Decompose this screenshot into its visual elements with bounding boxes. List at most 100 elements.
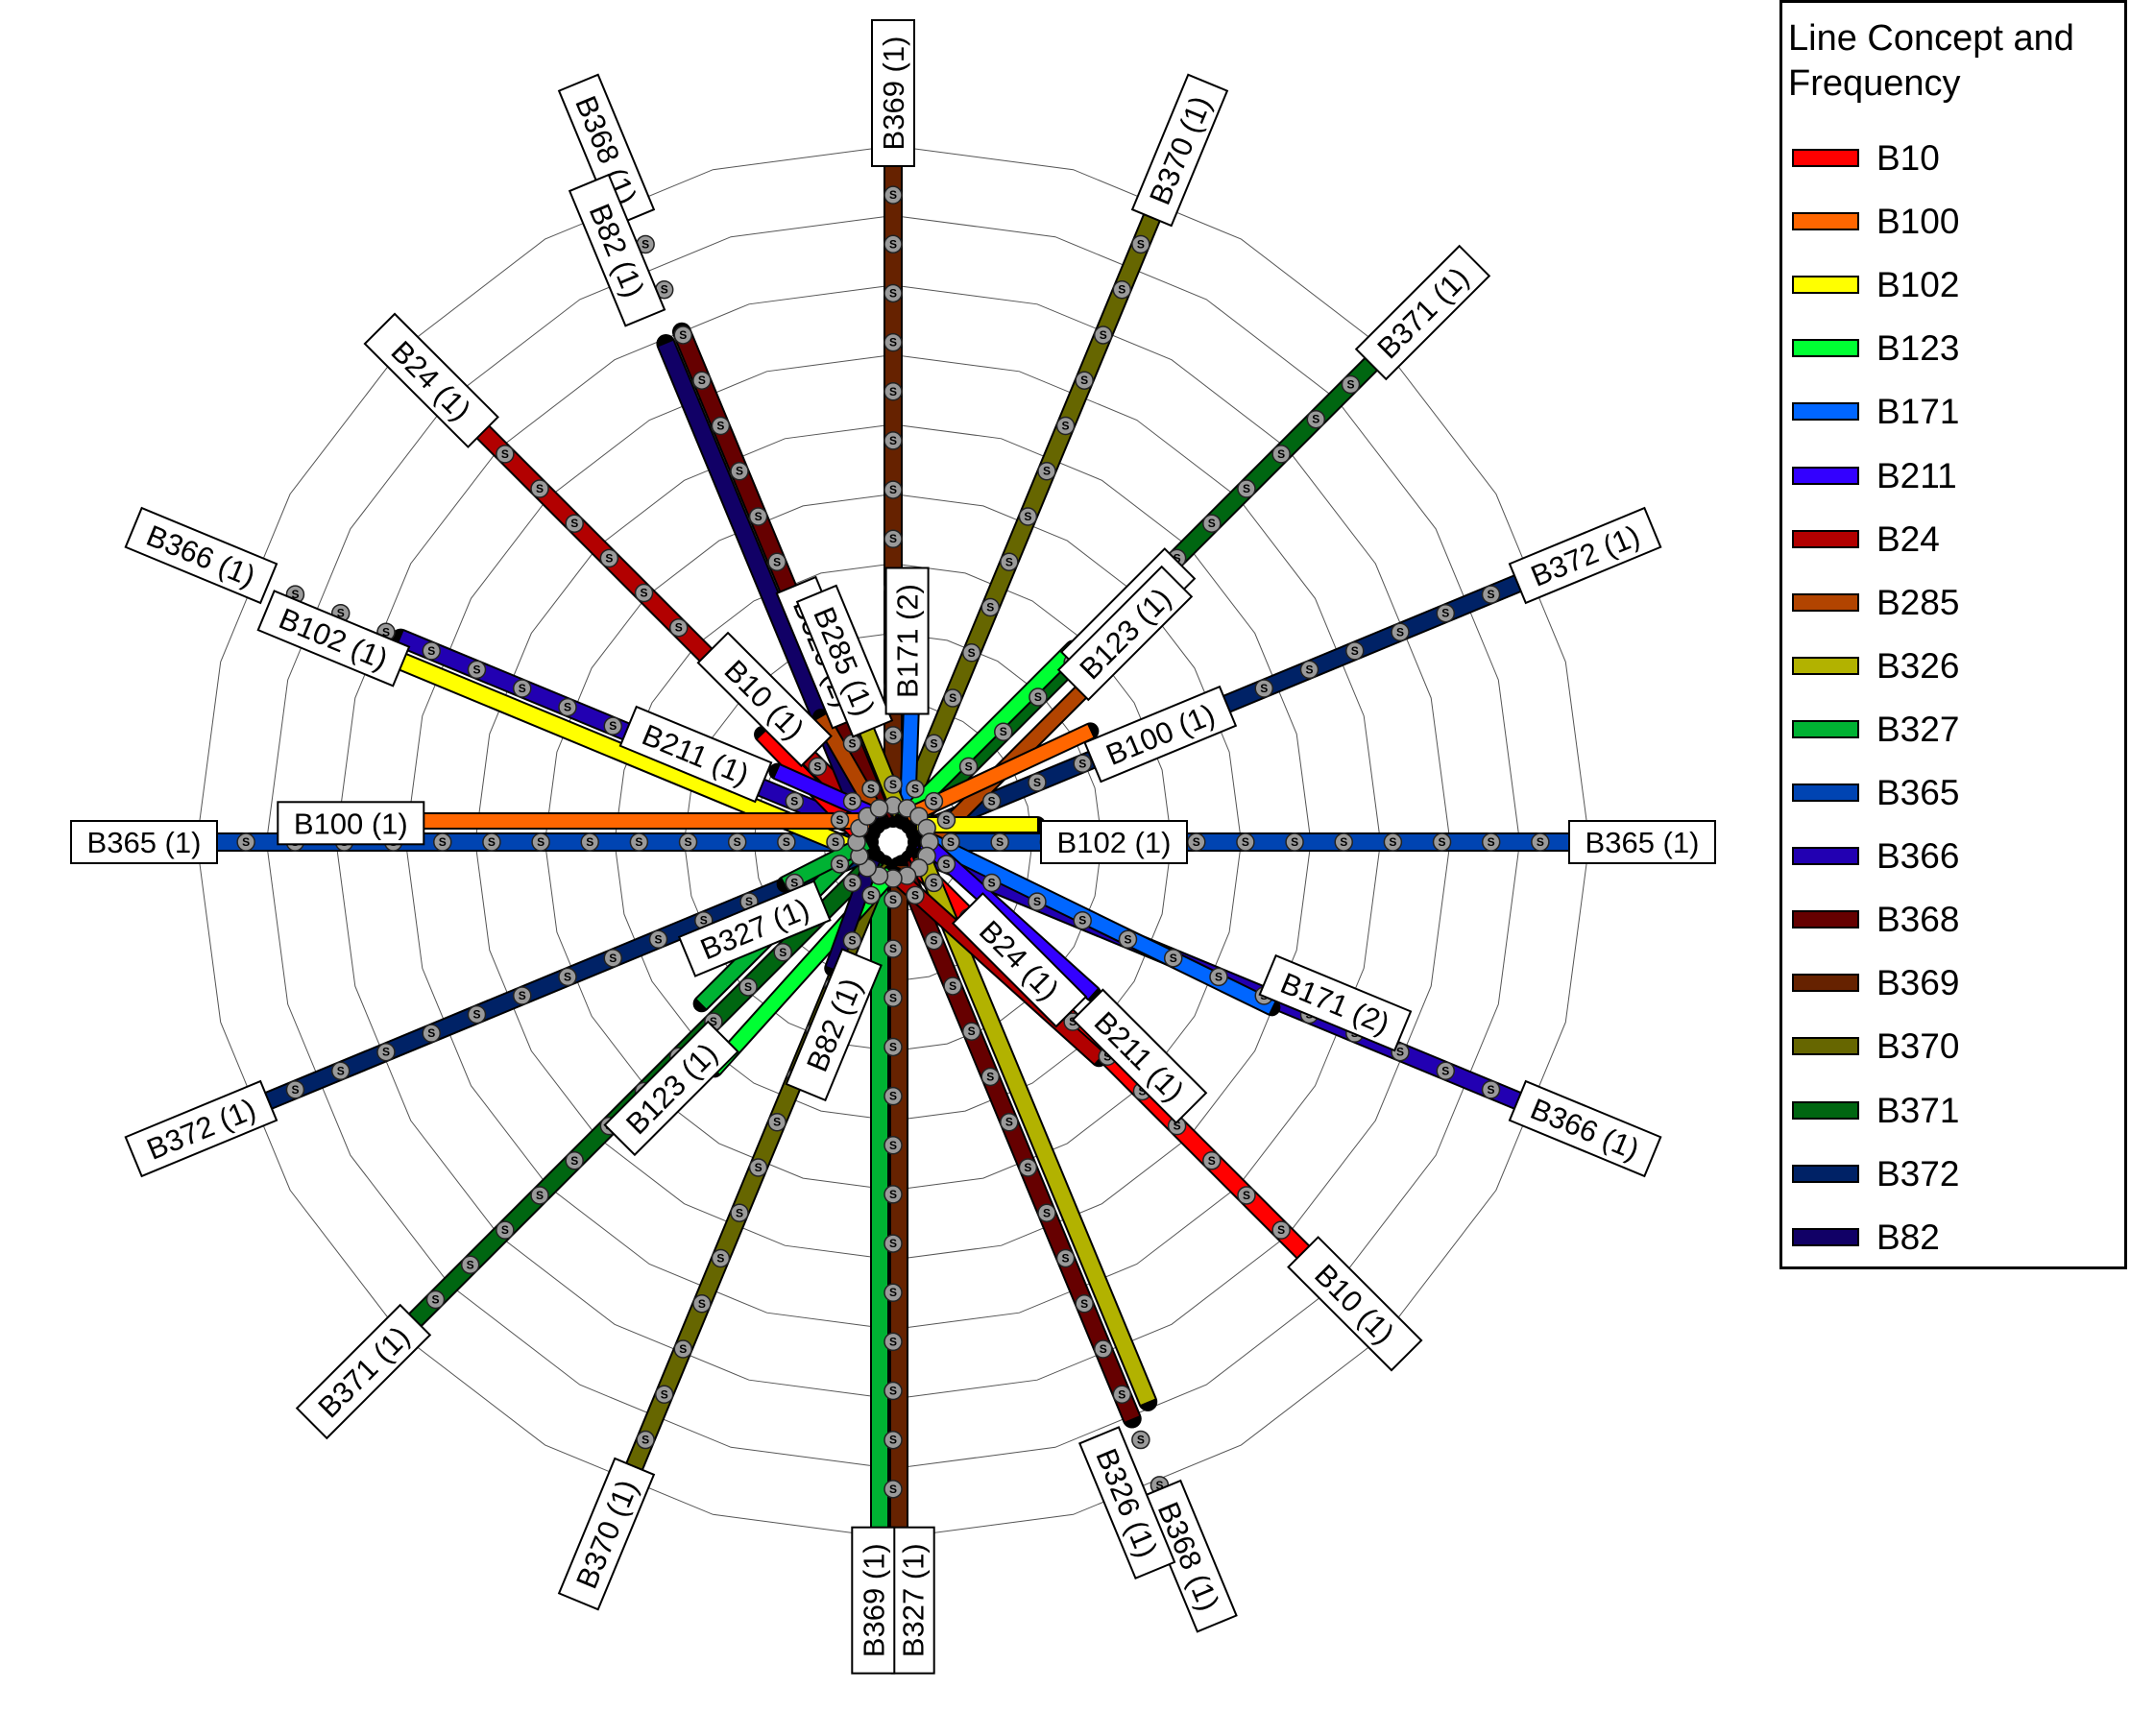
stop-symbol: S	[1488, 588, 1495, 601]
stop-marker	[1436, 1061, 1456, 1081]
terminal-label-text: B102 (1)	[1057, 826, 1172, 859]
stop-symbol: S	[736, 1206, 743, 1219]
stop-symbol: S	[889, 778, 897, 791]
stop-symbol: S	[1389, 835, 1396, 849]
stop-symbol: S	[501, 447, 509, 461]
terminal-label: B370 (1)	[1130, 73, 1229, 228]
stop-marker	[1118, 929, 1138, 950]
stop-symbol: S	[675, 621, 683, 635]
stop-marker	[673, 1339, 693, 1359]
stop-symbol: S	[755, 1161, 762, 1174]
stop-marker	[1285, 832, 1304, 852]
legend-item-b372: B372	[1782, 1153, 2124, 1201]
stop-symbol: S	[564, 970, 571, 983]
stop-symbol: S	[889, 385, 897, 398]
terminal-label-box	[1056, 565, 1194, 702]
stop-symbol: S	[1005, 1116, 1013, 1129]
stop-symbol: S	[1034, 690, 1042, 704]
stop-marker	[668, 617, 689, 638]
legend-item-b369: B369	[1782, 962, 2124, 1010]
stop-marker	[883, 1037, 903, 1057]
stop-marker	[330, 1061, 351, 1081]
stop-symbol: S	[537, 835, 545, 849]
stop-marker	[496, 445, 515, 464]
stop-symbol: S	[661, 283, 668, 297]
stop-marker	[924, 873, 944, 893]
legend-swatch	[1792, 910, 1859, 929]
stop-marker	[1209, 967, 1228, 987]
stop-marker	[961, 643, 981, 663]
stop-symbol: S	[889, 532, 897, 545]
terminal-label-box	[1077, 1426, 1176, 1580]
stop-symbol: S	[1118, 1387, 1126, 1401]
stop-symbol: S	[930, 795, 937, 808]
stop-marker	[1481, 585, 1501, 604]
legend-item-b370: B370	[1782, 1025, 2124, 1073]
legend-label: B211	[1876, 455, 1957, 495]
stop-marker	[1237, 1186, 1256, 1205]
stop-marker	[711, 1248, 731, 1268]
stop-symbol: S	[889, 188, 897, 202]
stop-marker	[1112, 279, 1132, 300]
terminal-label-box	[557, 73, 656, 228]
stop-symbol: S	[1078, 757, 1086, 770]
legend-label: B366	[1876, 836, 1960, 877]
stop-marker	[1028, 892, 1047, 911]
stop-marker	[748, 507, 768, 526]
terminal-label-box	[124, 1079, 278, 1178]
stop-symbol: S	[1346, 378, 1354, 392]
stop-marker	[936, 855, 956, 874]
stop-symbol: S	[1000, 725, 1007, 738]
stop-symbol: S	[849, 876, 857, 889]
stop-symbol: S	[661, 1387, 668, 1401]
legend-swatch	[1792, 784, 1859, 802]
stop-symbol: S	[564, 701, 571, 714]
terminal-label-text: B100 (1)	[1101, 697, 1220, 772]
terminal-label-box	[851, 1526, 896, 1675]
stop-marker	[376, 1042, 396, 1062]
terminal-label-box	[696, 631, 833, 768]
legend-title: Line Concept and Frequency	[1788, 16, 2124, 107]
terminal-label: B366 (1)	[124, 506, 278, 605]
route-b123	[898, 643, 1078, 824]
stop-symbol: S	[986, 1070, 994, 1083]
terminal-label-text: B370 (1)	[1143, 91, 1218, 209]
stop-symbol: S	[1208, 1154, 1216, 1168]
stop-marker	[738, 977, 758, 997]
stop-marker	[883, 529, 903, 548]
terminal-label-text: B10 (1)	[1308, 1258, 1401, 1351]
legend-swatch	[1792, 592, 1859, 612]
legend-item-b371: B371	[1782, 1090, 2124, 1138]
legend-item-b327: B327	[1782, 709, 2124, 757]
terminal-label-text: B100 (1)	[294, 807, 408, 840]
stop-marker	[603, 716, 623, 735]
terminal-label: B102 (1)	[256, 590, 411, 687]
terminal-label-text: B369 (1)	[877, 36, 910, 151]
terminal-label: B171 (2)	[884, 567, 930, 715]
stop-symbol: S	[1138, 1084, 1146, 1097]
stop-symbol: S	[698, 374, 706, 387]
stop-symbol: S	[1118, 283, 1126, 297]
stop-marker	[883, 1283, 903, 1302]
stop-symbol: S	[519, 989, 526, 1002]
stop-symbol: S	[779, 946, 787, 959]
stop-symbol: S	[1124, 932, 1131, 946]
stop-symbol: S	[716, 1252, 724, 1266]
stop-marker	[530, 1186, 549, 1205]
stop-marker	[1237, 479, 1256, 498]
stop-marker	[580, 832, 599, 852]
terminal-label: B372 (1)	[124, 1079, 278, 1178]
terminal-label-box	[1071, 988, 1208, 1124]
stop-symbol: S	[1155, 1479, 1163, 1492]
stop-marker	[1481, 832, 1501, 852]
terminal-label: B10 (1)	[1287, 1236, 1423, 1372]
stop-marker	[924, 930, 944, 951]
stop-symbol: S	[1340, 835, 1347, 849]
stop-symbol: S	[988, 877, 996, 890]
route-b82	[826, 857, 879, 971]
stop-marker	[636, 1430, 655, 1450]
stop-marker	[467, 660, 487, 680]
legend-swatch	[1792, 1037, 1859, 1056]
stop-symbol: S	[889, 1335, 897, 1348]
legend-label: B285	[1876, 582, 1960, 622]
